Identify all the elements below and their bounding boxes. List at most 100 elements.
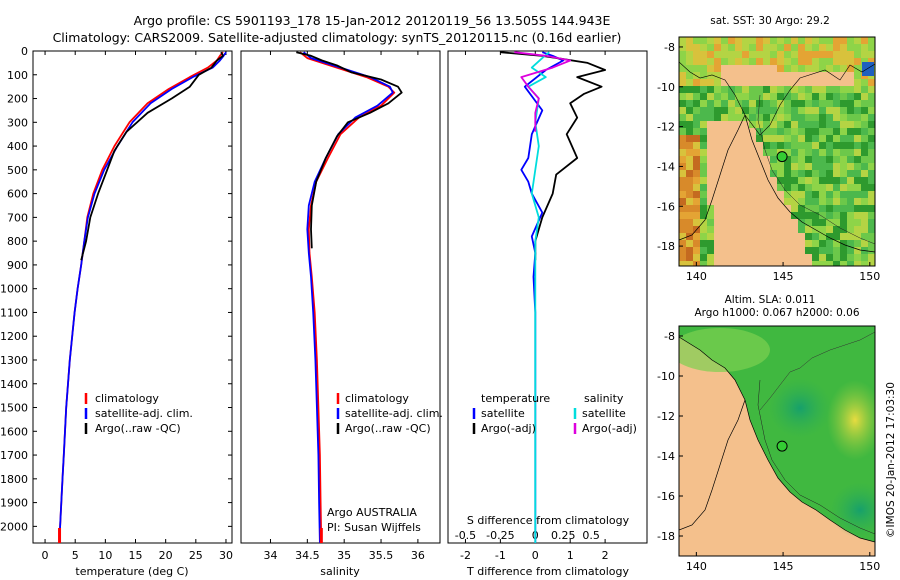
sst-cell	[693, 86, 700, 93]
sst-cell	[735, 44, 742, 51]
sst-cell	[791, 107, 798, 114]
sst-cell	[714, 37, 721, 44]
sst-cell	[854, 114, 861, 121]
sst-cell	[868, 184, 875, 191]
sst-cell	[700, 37, 707, 44]
sst-cell	[833, 37, 840, 44]
sst-cell	[693, 177, 700, 184]
sst-cell	[707, 254, 714, 261]
sst-cell	[693, 212, 700, 219]
sst-cell	[826, 198, 833, 205]
sst-cell	[798, 86, 805, 93]
temperature-xticks: 0 5 10 15 20 25 30	[42, 51, 233, 562]
sst-cell	[819, 163, 826, 170]
sst-cell	[700, 184, 707, 191]
sst-cell	[805, 44, 812, 51]
sst-cell	[784, 184, 791, 191]
sst-cell	[798, 135, 805, 142]
sst-cell	[868, 191, 875, 198]
sst-cell	[854, 51, 861, 58]
sst-cell	[798, 212, 805, 219]
sst-cell	[833, 233, 840, 240]
lat-tick-label: -10	[657, 370, 675, 383]
sst-cell	[854, 72, 861, 79]
sst-cell	[700, 142, 707, 149]
sst-cell	[777, 86, 784, 93]
sst-cell	[679, 156, 686, 163]
difference-series	[500, 51, 606, 543]
x-tick-label: 36	[411, 549, 425, 562]
sst-cell	[784, 191, 791, 198]
x-tick-label: 5	[72, 549, 79, 562]
sst-cell	[868, 177, 875, 184]
sst-cell	[742, 37, 749, 44]
sst-cell	[721, 58, 728, 65]
sst-cell	[798, 100, 805, 107]
sst-cell	[770, 100, 777, 107]
sst-cell	[777, 58, 784, 65]
sst-cell	[847, 135, 854, 142]
sst-cell	[707, 79, 714, 86]
sst-cell	[679, 240, 686, 247]
sst-cell	[784, 86, 791, 93]
sst-cell	[679, 198, 686, 205]
sla-map: Altim. SLA: 0.011 Argo h1000: 0.067 h200…	[657, 294, 880, 573]
lon-tick-label: 150	[859, 270, 880, 283]
sst-cell	[868, 233, 875, 240]
sst-cell	[686, 205, 693, 212]
sst-cell	[840, 261, 847, 266]
sst-cell	[749, 58, 756, 65]
sst-cell	[840, 184, 847, 191]
sst-cell	[693, 247, 700, 254]
sst-cell	[784, 51, 791, 58]
sst-cell	[826, 254, 833, 261]
sst-cell	[679, 86, 686, 93]
sst-cell	[861, 233, 868, 240]
sst-cell	[693, 79, 700, 86]
sst-cell	[868, 37, 875, 44]
t-difference-xlabel: T difference from climatology	[466, 565, 629, 578]
sst-cell	[847, 142, 854, 149]
sst-cell	[770, 44, 777, 51]
sst-cell	[868, 121, 875, 128]
isobath	[757, 94, 875, 245]
legend-argo: Argo(..raw -QC)	[95, 422, 181, 435]
legend-t-satellite: satellite	[481, 407, 525, 420]
sst-cell	[854, 212, 861, 219]
sst-cell	[854, 93, 861, 100]
sst-cell	[798, 44, 805, 51]
s-diff-tick-label: 0.25	[551, 529, 576, 542]
sst-cell	[854, 184, 861, 191]
sst-cell	[791, 100, 798, 107]
sst-cell	[700, 149, 707, 156]
sst-cell	[861, 37, 868, 44]
sst-cell	[854, 226, 861, 233]
sst-cell	[791, 198, 798, 205]
sst-cell	[798, 128, 805, 135]
sst-cell	[819, 205, 826, 212]
sst-cell	[686, 142, 693, 149]
x-tick-label: 35.5	[369, 549, 394, 562]
imos-timestamp: ©IMOS 20-Jan-2012 17:03:30	[885, 382, 897, 538]
sst-cell	[833, 142, 840, 149]
lat-tick-label: -16	[657, 200, 675, 213]
sst-cell	[728, 93, 735, 100]
sst-cell	[847, 177, 854, 184]
sst-cell	[833, 198, 840, 205]
sst-cell	[777, 128, 784, 135]
sst-cell	[854, 247, 861, 254]
sst-cell	[861, 240, 868, 247]
lat-tick-label: -8	[664, 330, 675, 343]
sst-cell	[868, 205, 875, 212]
sst-cell	[700, 100, 707, 107]
x-tick-label: 30	[219, 549, 233, 562]
sst-cell	[819, 156, 826, 163]
sst-cell	[707, 37, 714, 44]
salinity-legend: climatology satellite-adj. clim. Argo(..…	[336, 392, 443, 435]
sst-cell	[728, 100, 735, 107]
sla-low	[768, 378, 832, 438]
argo-position-marker	[776, 440, 788, 452]
legend-s-argo: Argo(-adj)	[582, 422, 637, 435]
sst-cell	[833, 107, 840, 114]
